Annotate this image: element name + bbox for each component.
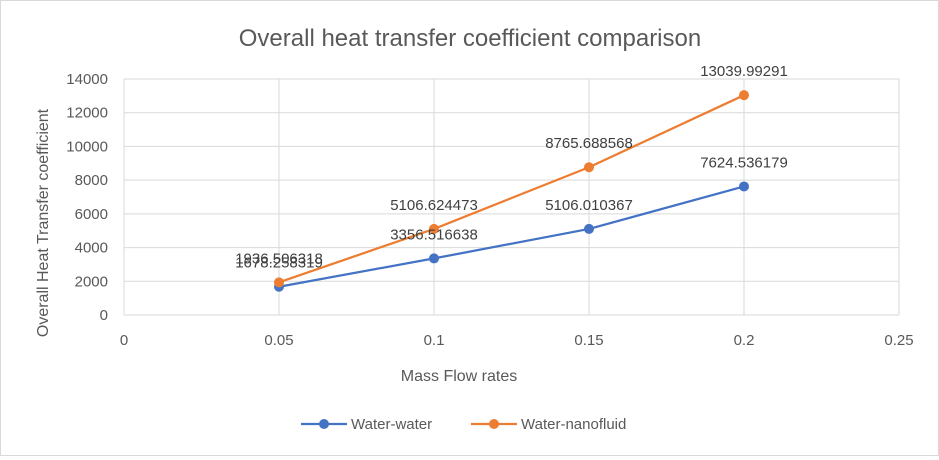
- data-point-water-nanofluid: [429, 223, 439, 234]
- legend-marker-water-nanofluid: [489, 419, 499, 429]
- data-point-water-nanofluid: [739, 90, 749, 101]
- data-label-water-nanofluid: 13039.99291: [700, 63, 788, 80]
- data-label-water-nanofluid: 1936.506318: [235, 250, 323, 267]
- series-line-water-water: [278, 185, 745, 288]
- y-axis-label: Overall Heat Transfer coefficient: [35, 108, 52, 337]
- y-tick-label: 6000: [75, 206, 108, 223]
- data-label-water-water: 7624.536179: [700, 154, 788, 171]
- x-tick-label: 0.05: [264, 332, 293, 349]
- legend-label-water-nanofluid: Water-nanofluid: [521, 416, 626, 433]
- x-tick-label: 0.25: [884, 332, 913, 349]
- data-point-water-water: [429, 253, 439, 264]
- legend-label-water-water: Water-water: [351, 416, 432, 433]
- y-tick-label: 12000: [66, 105, 108, 122]
- data-labels: 1678.258319 3356.516638 5106.010367 7624.53…: [235, 63, 788, 272]
- series-lines: [278, 94, 745, 288]
- y-tick-label: 10000: [66, 138, 108, 155]
- chart-title: Overall heat transfer coefficient compar…: [239, 25, 701, 52]
- data-label-water-water: 3356.516638: [390, 226, 478, 243]
- legend: Water-water Water-nanofluid: [301, 416, 626, 433]
- y-tick-label: 2000: [75, 273, 108, 290]
- data-point-water-water: [584, 223, 594, 234]
- x-axis-label: Mass Flow rates: [401, 368, 517, 385]
- series-line-water-nanofluid: [278, 94, 745, 284]
- series-points: [274, 90, 749, 292]
- y-tick-label: 0: [100, 307, 108, 324]
- x-tick-label: 0.15: [574, 332, 603, 349]
- data-point-water-nanofluid: [274, 277, 284, 288]
- data-point-water-water: [739, 181, 749, 192]
- x-axis-tick-labels: 0 0.05 0.1 0.15 0.2 0.25: [120, 332, 914, 349]
- y-tick-label: 8000: [75, 172, 108, 189]
- gridlines: [123, 78, 900, 316]
- x-tick-label: 0.1: [424, 332, 445, 349]
- y-tick-label: 14000: [66, 71, 108, 88]
- y-axis-tick-labels: 0 2000 4000 6000 8000 10000 12000 14000: [66, 71, 108, 324]
- data-label-water-nanofluid: 8765.688568: [545, 135, 633, 152]
- legend-marker-water-water: [319, 419, 329, 429]
- data-label-water-water: 1678.258319: [235, 255, 323, 272]
- y-tick-label: 4000: [75, 240, 108, 257]
- data-label-water-nanofluid: 5106.624473: [390, 197, 478, 214]
- data-label-water-water: 5106.010367: [545, 197, 633, 214]
- data-point-water-nanofluid: [584, 162, 594, 173]
- x-tick-label: 0: [120, 332, 128, 349]
- x-tick-label: 0.2: [734, 332, 755, 349]
